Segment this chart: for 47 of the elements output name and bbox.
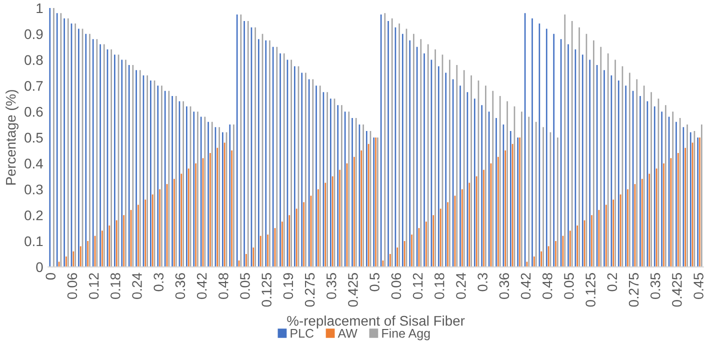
y-tick-label: 0.4	[24, 158, 43, 169]
x-tick-label: 0.425	[672, 273, 682, 307]
x-tick-label: 0.275	[628, 273, 639, 307]
x-tick-label: 0.275	[304, 273, 315, 307]
x-tick-label: 0.24	[132, 272, 142, 299]
y-tick-label: 0.8	[24, 55, 43, 65]
x-tick-label: 0.125	[262, 273, 272, 307]
x-tick-label: 0.18	[434, 273, 444, 299]
x-tick-label: 0.24	[456, 272, 466, 299]
x-tick-label: 0.2	[607, 273, 618, 292]
x-tick-label: 0.05	[240, 273, 250, 299]
y-tick-label: 1	[36, 3, 43, 14]
x-tick-label: 0.45	[694, 273, 704, 299]
x-tick-label: 0.3	[478, 273, 488, 292]
x-tick-label: 0.42	[520, 273, 531, 299]
x-tick-label: 0.19	[283, 273, 294, 299]
x-tick-label: 0.06	[391, 273, 402, 299]
x-tick-label: 0.05	[564, 273, 574, 299]
y-tick-label: 0.7	[24, 81, 43, 91]
x-tick-label: 0.425	[348, 273, 358, 307]
x-tick-label: 0.12	[88, 273, 99, 299]
y-tick-label: 0.1	[24, 236, 43, 246]
y-tick-label: 0.6	[24, 106, 43, 117]
x-tick-label: 0.06	[67, 273, 78, 299]
x-tick-label: 0.18	[110, 273, 120, 299]
x-tick-label: 0.36	[175, 273, 186, 299]
x-tick-label: 0.48	[218, 273, 228, 299]
legend-label: Fine Agg	[382, 328, 430, 340]
y-tick-label: 0.5	[24, 132, 43, 143]
x-tick-label: 0.42	[196, 273, 207, 299]
y-tick-label: 0.2	[24, 210, 43, 220]
x-tick-label: 0.5	[370, 273, 380, 292]
x-tick-label: 0.12	[412, 273, 423, 299]
x-tick-label: 0.35	[326, 273, 336, 299]
x-tick-label: 0.3	[154, 273, 164, 292]
x-tick-label: 0.125	[586, 273, 596, 307]
y-tick-label: 0.3	[24, 184, 43, 194]
x-tick-label: 0.35	[650, 273, 660, 299]
y-tick-label: 0.9	[24, 29, 43, 40]
x-axis-title: %-replacement of Sisal Fiber	[287, 316, 465, 329]
y-tick-label: 0	[36, 262, 43, 272]
legend-label: PLC	[290, 328, 314, 338]
x-tick-label: 0	[46, 273, 56, 280]
x-tick-label: 0.48	[542, 273, 552, 299]
x-tick-label: 0.36	[499, 273, 510, 299]
legend-label: AW	[338, 329, 358, 338]
y-axis-title: Percentage (%)	[6, 90, 18, 185]
